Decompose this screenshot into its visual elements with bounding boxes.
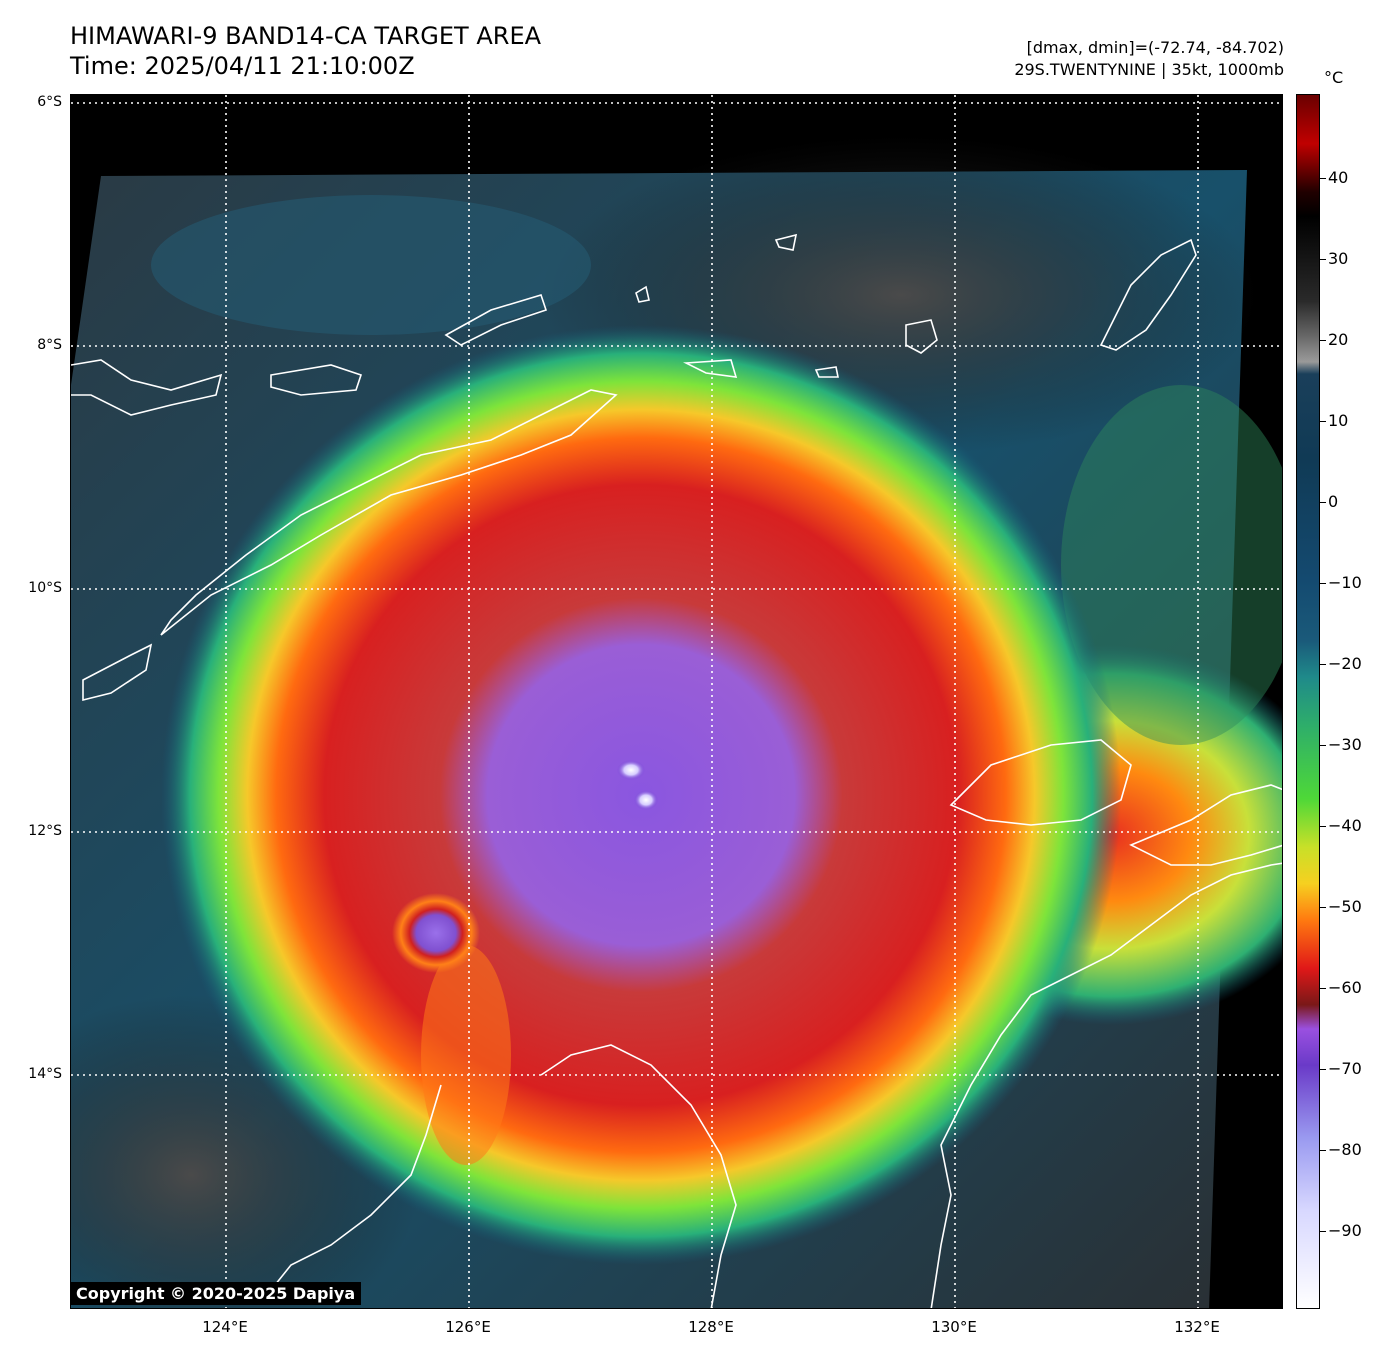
cbar-tick [1320,745,1326,746]
cbar-label-0: 0 [1328,492,1339,511]
colorbar [1296,94,1320,1309]
cbar-label-minus20: −20 [1328,654,1362,673]
cbar-tick [1320,907,1326,908]
cbar-tick [1320,421,1326,422]
lon-label-130e: 130°E [931,1318,977,1336]
cbar-tick [1320,1069,1326,1070]
cbar-label-minus50: −50 [1328,897,1362,916]
cbar-label-10: 10 [1328,411,1349,430]
cbar-label-minus40: −40 [1328,816,1362,835]
cbar-tick [1320,583,1326,584]
cbar-tick [1320,664,1326,665]
chart-title: HIMAWARI-9 BAND14-CA TARGET AREA [70,22,542,50]
cbar-tick [1320,502,1326,503]
cbar-label-40: 40 [1328,168,1349,187]
cbar-tick [1320,988,1326,989]
colorbar-unit: °C [1324,68,1344,87]
coastlines [71,233,1282,1308]
cbar-tick [1320,178,1326,179]
cbar-tick [1320,259,1326,260]
copyright-label: Copyright © 2020-2025 Dapiya [70,1282,362,1305]
cbar-label-minus70: −70 [1328,1059,1362,1078]
cbar-label-minus10: −10 [1328,573,1362,592]
cbar-tick [1320,826,1326,827]
cbar-label-minus30: −30 [1328,735,1362,754]
satellite-image [71,95,1282,1308]
cbar-label-minus60: −60 [1328,978,1362,997]
timestamp-title: Time: 2025/04/11 21:10:00Z [70,52,415,80]
lat-label-12s: 12°S [28,823,62,839]
cbar-label-30: 30 [1328,249,1349,268]
storm-info-label: 29S.TWENTYNINE | 35kt, 1000mb [1014,60,1284,79]
cbar-tick [1320,340,1326,341]
lat-label-6s: 6°S [37,94,62,110]
cbar-tick [1320,1150,1326,1151]
cbar-label-20: 20 [1328,330,1349,349]
satellite-map [70,94,1283,1309]
gridlines [71,95,1282,1308]
lon-label-126e: 126°E [445,1318,491,1336]
cbar-label-minus90: −90 [1328,1221,1362,1240]
lon-label-128e: 128°E [688,1318,734,1336]
lat-label-8s: 8°S [37,337,62,353]
lat-label-10s: 10°S [28,580,62,596]
lat-label-14s: 14°S [28,1066,62,1082]
lon-label-124e: 124°E [202,1318,248,1336]
data-range-label: [dmax, dmin]=(-72.74, -84.702) [1026,38,1284,57]
cbar-tick [1320,1231,1326,1232]
cbar-label-minus80: −80 [1328,1140,1362,1159]
lon-label-132e: 132°E [1174,1318,1220,1336]
